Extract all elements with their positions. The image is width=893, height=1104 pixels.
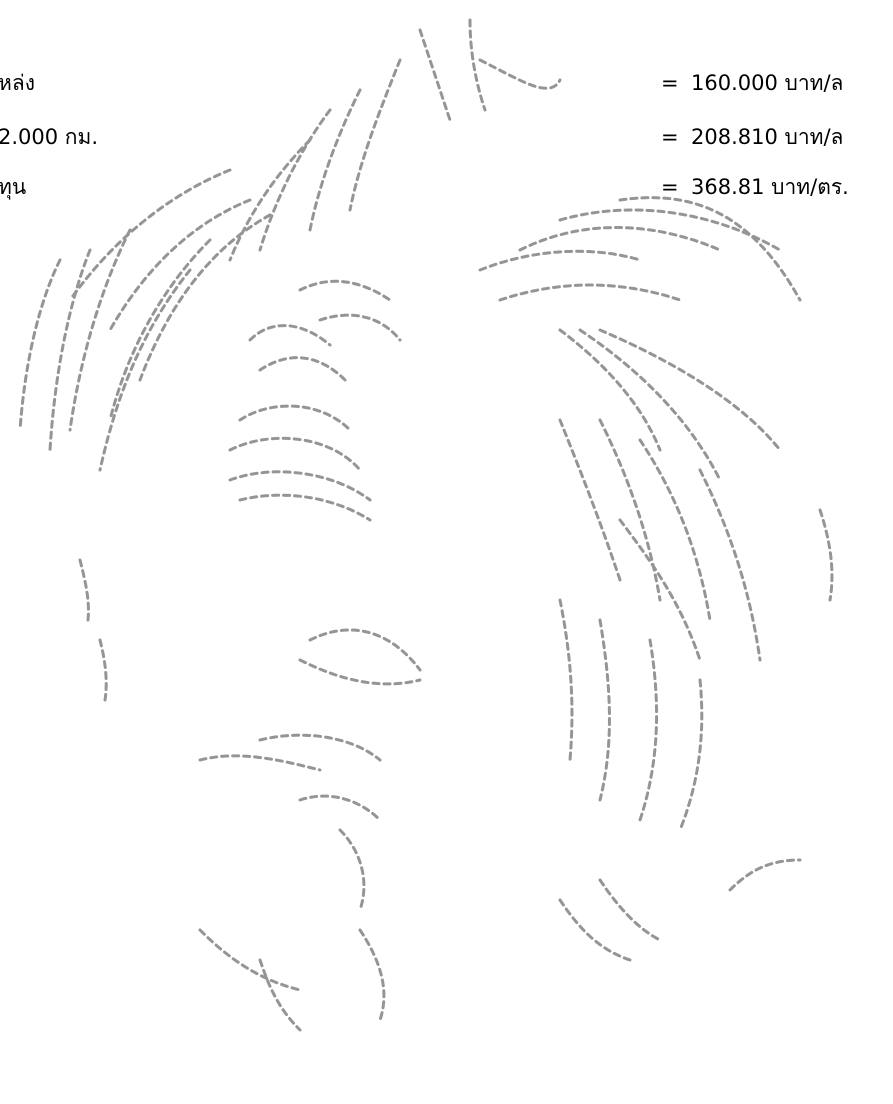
summary-row-3: ทุน = 368.81 บาท/ตร. [0,167,893,207]
row-label: ทุน [0,175,27,199]
row-value: 160.000 บาท/ล [691,71,844,95]
equals-sign: = [661,125,679,149]
equals-sign: = [661,71,679,95]
equals-sign: = [661,175,679,199]
summary-row-2: 2.000 กม. = 208.810 บาท/ล [0,117,893,157]
row-value: 368.81 บาท/ตร. [691,175,849,199]
row-value: 208.810 บาท/ล [691,125,844,149]
summary-row-1: หล่ง = 160.000 บาท/ล [0,63,893,103]
row-label: 2.000 กม. [0,125,99,149]
row-label: หล่ง [0,71,35,95]
